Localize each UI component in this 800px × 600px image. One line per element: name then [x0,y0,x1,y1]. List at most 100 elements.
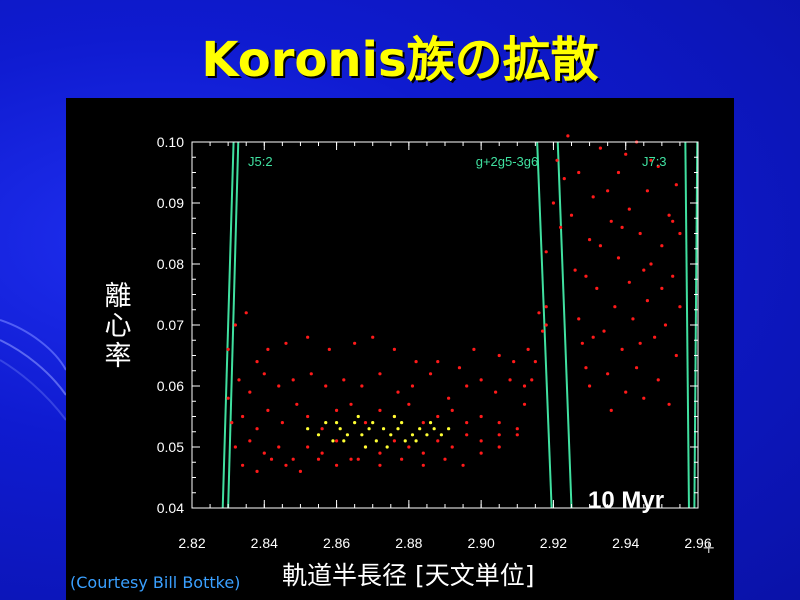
scattered-point [262,372,266,376]
y-tick-label: 0.10 [157,134,184,150]
initial-point [414,439,418,443]
scattered-point [371,335,375,339]
scattered-point [649,158,653,162]
scattered-point [620,225,624,229]
resonance-label: J7:3 [642,154,667,169]
scattered-point [609,408,613,412]
scattered-point [248,439,252,443]
scattered-point [634,366,639,370]
scattered-point [544,250,548,254]
x-tick-label: 2.92 [540,535,567,551]
scattered-point [295,402,299,406]
scattered-point [559,225,563,229]
initial-point [356,414,360,419]
scattered-point [378,451,382,455]
scattered-point [298,469,303,473]
scattered-point [598,146,603,150]
scattered-point [660,244,664,248]
initial-point [410,433,415,437]
scattered-point [414,360,418,364]
x-tick-label: 2.86 [323,535,350,551]
initial-point [381,427,386,431]
scattered-point [660,286,664,290]
scattered-point [378,372,382,376]
x-tick-label: 2.90 [468,535,495,551]
scattered-point [237,378,241,382]
scattered-point [277,384,281,388]
y-tick-label: 0.06 [157,378,184,394]
initial-point [306,427,310,431]
scattered-point [671,274,675,278]
x-tick-label: 2.82 [178,535,205,551]
scattered-point [598,244,603,248]
scattered-point [479,414,483,419]
scattered-point [457,366,462,370]
scattered-point [443,457,447,461]
y-axis-label-char-2: 心 [104,311,132,342]
initial-point [371,421,375,425]
scattered-point [522,402,527,406]
scattered-point [410,384,415,388]
initial-point [389,433,393,437]
scattered-point [421,451,425,455]
time-annotation: 10 Myr [588,487,664,514]
scattered-point [580,341,584,345]
scattered-point [360,384,364,388]
scattered-point [291,457,295,461]
scattered-point [678,231,682,236]
scattered-point [631,317,635,321]
initial-point [432,427,436,431]
scattered-point [334,408,339,412]
scattered-point [663,323,668,327]
scattered-point [284,341,288,345]
scattered-point [266,408,270,412]
scattered-point [671,219,675,223]
initial-point [334,421,339,425]
scattered-point [624,390,628,394]
scattered-point [436,414,440,419]
initial-point [316,433,321,437]
initial-point [385,445,389,449]
scattered-point [533,360,537,364]
scattered-point [573,268,577,272]
y-tick-label: 0.09 [157,195,184,211]
y-tick-label: 0.08 [157,256,184,272]
initial-point [447,427,451,431]
scattered-point [316,457,321,461]
axis-ticks [191,141,699,509]
scattered-point [324,384,328,388]
scattered-point [479,378,483,382]
scattered-point [241,414,245,419]
scattered-point [356,457,360,461]
scattered-point [609,219,613,223]
scattered-point [421,463,425,467]
scattered-point [277,445,281,449]
scattered-point [396,390,400,394]
scattered-point [678,305,682,309]
y-tick-label: 0.05 [157,439,184,455]
scattered-point [465,421,469,425]
y-tick-label: 0.04 [157,500,184,516]
initial-point [342,439,346,443]
scattered-point [653,335,657,339]
scattered-point [591,195,595,199]
scattered-point [244,311,248,315]
scattered-point [537,311,541,315]
scattered-point [392,439,396,443]
scattered-point [479,451,483,455]
scattered-point [407,402,411,406]
scattered-point [674,353,678,358]
scattered-point [656,378,660,382]
scattered-point [233,323,237,327]
plot-frame [191,141,699,509]
initial-point [396,427,400,431]
scattered-point [436,360,440,364]
scattered-point [645,299,650,303]
scattered-point [241,463,245,467]
scattered-point [606,372,610,376]
scattered-point [353,341,357,345]
scattered-point [494,390,498,394]
initial-point [403,439,407,443]
scattered-point [497,445,501,449]
scattered-point [378,463,382,467]
